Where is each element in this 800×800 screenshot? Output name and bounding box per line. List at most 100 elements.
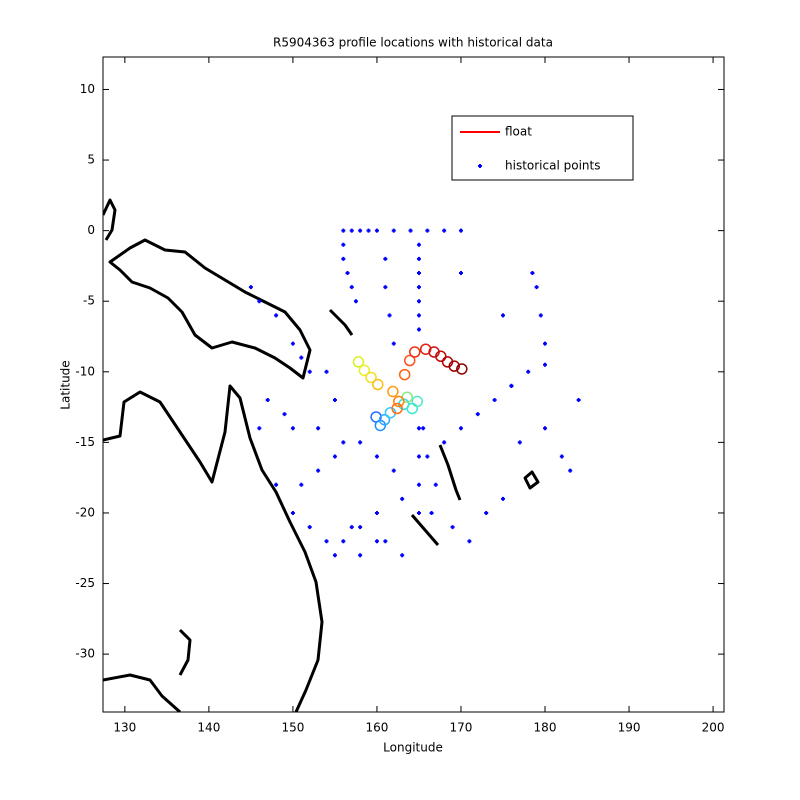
y-tick-label: 10	[80, 82, 95, 96]
historical-point	[290, 426, 295, 431]
historical-point	[484, 510, 489, 515]
historical-point	[425, 228, 430, 233]
historical-point	[332, 454, 337, 459]
historical-point	[416, 510, 421, 515]
historical-point	[416, 299, 421, 304]
historical-point	[416, 285, 421, 290]
coastline	[103, 673, 181, 712]
historical-point	[408, 228, 413, 233]
historical-point	[416, 454, 421, 459]
historical-point	[475, 412, 480, 417]
historical-point	[265, 398, 270, 403]
coastline	[108, 238, 312, 380]
historical-point	[274, 482, 279, 487]
float-profile	[358, 364, 371, 377]
historical-point	[576, 398, 581, 403]
x-axis-label: Longitude	[383, 741, 443, 755]
historical-point	[543, 362, 548, 367]
historical-point	[290, 510, 295, 515]
historical-point	[383, 539, 388, 544]
float-profile	[411, 395, 424, 408]
y-tick-label: -25	[75, 576, 95, 590]
historical-point	[316, 468, 321, 473]
historical-point	[534, 285, 539, 290]
float-profile	[387, 385, 399, 398]
historical-point	[374, 510, 379, 515]
historical-point	[543, 341, 548, 346]
historical-point	[349, 525, 354, 530]
float-profile	[409, 346, 421, 358]
historical-point	[387, 313, 392, 318]
historical-point	[421, 426, 426, 431]
historical-point	[458, 426, 463, 431]
historical-point	[526, 369, 531, 374]
historical-point	[568, 468, 573, 473]
coastline	[103, 198, 117, 241]
historical-point	[391, 341, 396, 346]
historical-point	[467, 539, 472, 544]
y-tick-label: 0	[87, 223, 95, 237]
historical-point	[324, 539, 329, 544]
historical-point	[383, 285, 388, 290]
historical-point	[299, 355, 304, 360]
historical-point	[416, 426, 421, 431]
historical-point	[559, 454, 564, 459]
coastline	[178, 628, 192, 676]
y-tick-label: -30	[75, 647, 95, 661]
coastline	[438, 444, 462, 501]
historical-point	[500, 496, 505, 501]
historical-point	[458, 228, 463, 233]
historical-point	[274, 313, 279, 318]
historical-point	[458, 270, 463, 275]
x-tick-label: 160	[365, 721, 388, 735]
historical-point	[358, 525, 363, 530]
historical-point	[366, 228, 371, 233]
historical-point	[345, 270, 350, 275]
historical-point	[307, 369, 312, 374]
float-profile	[398, 368, 411, 381]
float-profile	[435, 350, 447, 363]
coastline	[523, 470, 540, 490]
historical-point	[374, 454, 379, 459]
historical-point	[353, 299, 358, 304]
float-profile	[378, 414, 391, 426]
float-profile	[456, 363, 468, 375]
y-tick-label: -10	[75, 364, 95, 378]
coastlines	[103, 198, 540, 712]
coastline	[328, 308, 354, 336]
y-tick-label: 5	[87, 153, 95, 167]
historical-point	[358, 228, 363, 233]
historical-point	[349, 228, 354, 233]
historical-point	[391, 468, 396, 473]
historical-point	[530, 270, 535, 275]
historical-point	[433, 482, 438, 487]
historical-point	[358, 440, 363, 445]
historical-point	[332, 398, 337, 403]
float-profile	[391, 402, 403, 415]
coastline	[103, 384, 324, 712]
legend-box	[451, 115, 634, 181]
historical-point	[416, 242, 421, 247]
float-profile	[393, 395, 405, 408]
legend-label: historical points	[505, 159, 600, 173]
historical-point	[416, 256, 421, 261]
historical-point	[538, 313, 543, 318]
historical-point	[248, 285, 253, 290]
legend-swatch	[478, 164, 482, 168]
historical-point	[543, 426, 548, 431]
historical-point	[341, 440, 346, 445]
historical-point	[400, 553, 405, 558]
x-tick-label: 130	[113, 721, 136, 735]
historical-point	[500, 313, 505, 318]
historical-point	[442, 440, 447, 445]
historical-point	[316, 426, 321, 431]
historical-point	[341, 242, 346, 247]
float-profile	[403, 354, 416, 367]
coastline	[410, 514, 440, 546]
historical-point	[324, 369, 329, 374]
x-tick-label: 170	[450, 721, 473, 735]
legend: float historical points	[451, 115, 634, 181]
x-tick-label: 200	[702, 721, 725, 735]
y-tick-label: -20	[75, 505, 95, 519]
